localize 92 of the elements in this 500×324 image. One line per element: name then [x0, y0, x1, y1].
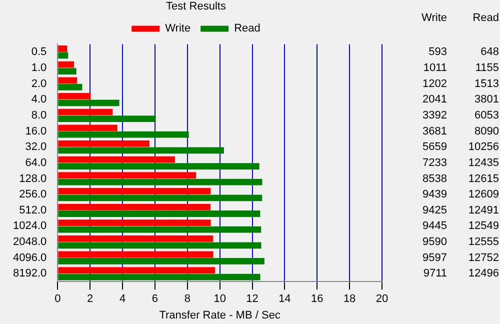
x-tick-label: 0 [54, 293, 61, 306]
bar [58, 131, 189, 138]
bar [58, 93, 91, 100]
y-tick-label: 32.0 [25, 141, 47, 154]
bar [58, 163, 260, 170]
legend-label: Write [165, 22, 191, 35]
text: 9425 [422, 204, 447, 216]
text: 1155 [475, 62, 499, 74]
bar [58, 61, 74, 68]
text: 9711 [423, 268, 447, 280]
text: 12491 [468, 204, 499, 216]
bar [58, 226, 262, 233]
text: 7233 [422, 156, 447, 169]
bar [58, 124, 118, 132]
text: 10256 [468, 141, 499, 154]
text: 1202 [422, 78, 447, 90]
legend-label: Read [234, 22, 260, 35]
text: 12496 [468, 268, 499, 280]
bar [58, 267, 216, 274]
bar [58, 84, 82, 90]
text: 12615 [468, 172, 499, 185]
x-tick-label: 20 [376, 293, 388, 306]
bar [58, 210, 260, 217]
bar [58, 116, 156, 122]
bar [58, 274, 260, 280]
bar [58, 188, 211, 194]
text: 6053 [474, 109, 499, 122]
y-tick-label: 512.0 [19, 204, 47, 216]
text: 1011 [423, 62, 447, 74]
bar [58, 242, 262, 249]
chart-title: Test Results [166, 0, 226, 13]
bar [58, 147, 224, 154]
bar [58, 235, 214, 242]
y-tick-label: 256.0 [19, 188, 47, 201]
bar [58, 220, 211, 226]
bar [58, 68, 76, 74]
text: 593 [428, 46, 447, 58]
x-tick-label: 14 [278, 293, 291, 306]
text: 12752 [468, 252, 499, 264]
bar [58, 194, 262, 202]
x-tick-label: 6 [152, 293, 158, 306]
text: 3801 [474, 94, 499, 106]
y-tick-label: 0.5 [31, 46, 47, 58]
text: Write [422, 12, 447, 24]
y-tick-label: 4096.0 [12, 252, 47, 264]
x-tick-label: 18 [343, 293, 356, 306]
text: 9445 [422, 220, 447, 232]
y-tick-label: 8192.0 [12, 268, 47, 280]
y-tick-label: 1.0 [31, 62, 47, 74]
text: 1513 [474, 78, 499, 90]
y-tick-label: 4.0 [31, 94, 47, 106]
text: 12435 [468, 156, 499, 169]
bar [58, 52, 68, 59]
bar [58, 251, 214, 258]
text: 648 [480, 46, 499, 58]
text: Read [472, 12, 499, 24]
bar [58, 178, 262, 186]
text: 9597 [422, 252, 447, 264]
y-tick-label: 128.0 [19, 172, 47, 185]
bar [58, 46, 68, 52]
y-tick-label: 64.0 [25, 156, 47, 169]
y-tick-label: 16.0 [25, 125, 47, 138]
bar [58, 77, 78, 84]
x-tick-label: 8 [184, 293, 190, 306]
x-axis-title: Transfer Rate - MB / Sec [159, 309, 281, 322]
x-tick-label: 10 [214, 293, 226, 306]
bar [58, 258, 264, 264]
text: 2041 [422, 94, 447, 106]
x-tick-label: 16 [311, 293, 324, 306]
text: 8538 [422, 172, 447, 185]
text: 9590 [422, 236, 447, 248]
text: 8090 [474, 125, 499, 138]
text: 9439 [422, 188, 447, 201]
text: 3392 [422, 109, 447, 122]
x-tick-label: 12 [246, 293, 258, 306]
text: 3681 [422, 125, 447, 138]
bar [58, 204, 210, 210]
y-tick-label: 1024.0 [12, 220, 47, 232]
text: 5659 [422, 141, 447, 154]
text: 12555 [468, 236, 499, 248]
bar [58, 156, 175, 163]
bar [58, 140, 150, 147]
bar [58, 108, 113, 116]
bar [58, 100, 120, 106]
text: 12609 [468, 188, 499, 201]
x-tick-label: 4 [119, 293, 126, 306]
y-tick-label: 2.0 [31, 78, 47, 90]
x-tick-label: 2 [87, 293, 94, 306]
y-tick-label: 8.0 [31, 109, 47, 122]
text: 12549 [468, 220, 499, 232]
y-tick-label: 2048.0 [12, 236, 47, 248]
bar [58, 172, 196, 179]
